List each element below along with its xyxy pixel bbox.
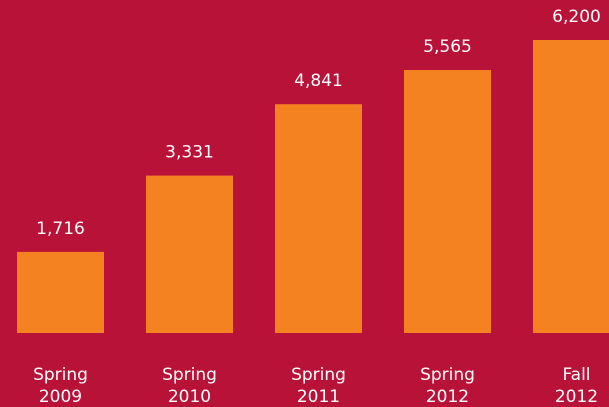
value-label: 5,565 [423,37,472,57]
value-label: 4,841 [294,71,343,91]
x-tick-label: Spring 2009 [33,365,88,407]
bar [404,70,491,333]
x-tick-label: Spring 2010 [162,365,217,407]
x-tick-label: Spring 2012 [420,365,475,407]
value-label: 6,200 [552,7,601,27]
x-tick-label: Spring 2011 [291,365,346,407]
value-label: 1,716 [36,219,85,239]
value-label: 3,331 [165,143,214,163]
bar [275,104,362,333]
bar [146,175,233,333]
x-tick-label: Fall 2012 [555,365,598,407]
bar [17,251,104,333]
bar [533,40,609,333]
